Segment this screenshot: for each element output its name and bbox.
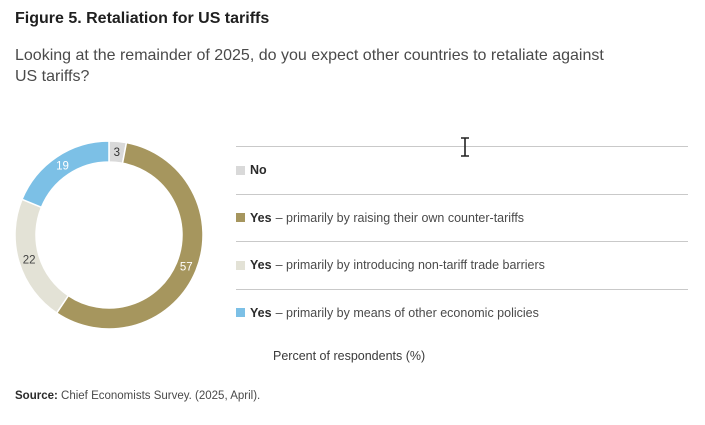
- unit-note: Percent of respondents (%): [273, 349, 426, 363]
- figure-title: Figure 5. Retaliation for US tariffs: [15, 10, 270, 27]
- donut-slice: [55, 141, 204, 330]
- legend-item-counter-tariffs: Yes – primarily by raising their own cou…: [236, 193, 688, 242]
- data-label: 57: [180, 262, 193, 274]
- legend-description: – primarily by means of other economic p…: [275, 305, 539, 320]
- donut-slice: [21, 140, 110, 209]
- legend-label: Yes: [250, 305, 272, 320]
- text-cursor-icon: [461, 137, 469, 157]
- legend-description: – primarily by introducing non-tariff tr…: [275, 258, 545, 273]
- legend-label: Yes: [250, 258, 272, 273]
- legend-swatch: [236, 308, 245, 318]
- legend-item-non-tariff-barriers: Yes – primarily by introducing non-tarif…: [236, 241, 688, 289]
- legend-item-other-policies: Yes – primarily by means of other econom…: [236, 288, 688, 337]
- legend-swatch: [236, 165, 245, 175]
- legend-label: Yes: [250, 210, 272, 225]
- donut-chart: 3 57 22 19: [14, 140, 204, 330]
- legend: No Yes – primarily by raising their own …: [236, 146, 688, 336]
- legend-swatch: [236, 260, 245, 270]
- data-label: 3: [114, 147, 120, 159]
- legend-description: – primarily by raising their own counter…: [275, 210, 525, 225]
- source-note: Source: Chief Economists Survey. (2025, …: [15, 390, 260, 402]
- legend-item-no: No: [236, 146, 688, 194]
- data-label: 22: [23, 254, 36, 266]
- legend-label: No: [250, 163, 267, 178]
- source-label: Source:: [15, 390, 58, 402]
- source-text: Chief Economists Survey. (2025, April).: [61, 390, 261, 402]
- data-label: 19: [56, 161, 69, 173]
- figure-subtitle: Looking at the remainder of 2025, do you…: [15, 47, 604, 85]
- legend-swatch: [236, 213, 245, 223]
